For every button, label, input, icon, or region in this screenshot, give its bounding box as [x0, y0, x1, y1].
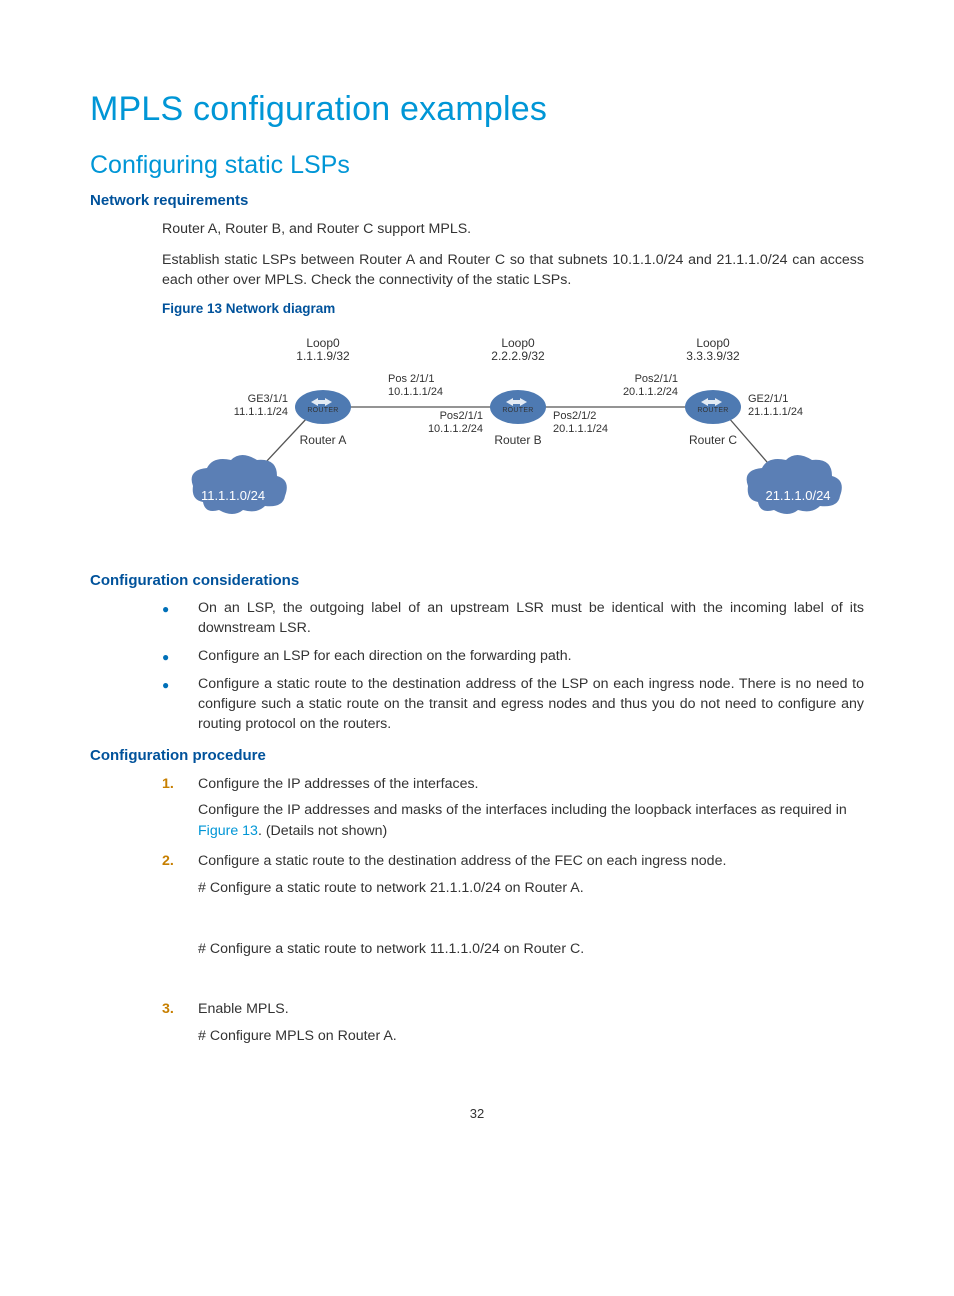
paragraph: Establish static LSPs between Router A a… [162, 250, 864, 291]
list-text: On an LSP, the outgoing label of an upst… [198, 599, 864, 639]
router-name: Router C [689, 433, 737, 447]
step-sub: # Configure MPLS on Router A. [198, 1026, 864, 1047]
step-number: 1. [162, 774, 198, 795]
list-item: 2. Configure a static route to the desti… [162, 851, 864, 872]
requirements-heading: Network requirements [90, 192, 864, 209]
step-number: 3. [162, 999, 198, 1020]
step-sub: # Configure a static route to network 21… [198, 878, 864, 899]
numbered-list: 1. Configure the IP addresses of the int… [162, 774, 864, 1047]
page-number: 32 [90, 1106, 864, 1121]
loop-ip: 2.2.2.9/32 [491, 349, 545, 363]
page: MPLS configuration examples Configuring … [0, 0, 954, 1181]
bullet-icon: ● [162, 647, 198, 667]
figure-link[interactable]: Figure 13 [198, 823, 258, 839]
list-item: 1. Configure the IP addresses of the int… [162, 774, 864, 795]
ge-ip: 11.1.1.1/24 [234, 406, 288, 418]
step-sub: # Configure a static route to network 11… [198, 939, 864, 960]
pos-ip: 10.1.1.1/24 [388, 386, 443, 398]
ge-label: GE2/1/1 [748, 393, 788, 405]
step-sub: Configure the IP addresses and masks of … [198, 800, 864, 841]
svg-text:ROUTER: ROUTER [307, 407, 338, 414]
list-item: ● On an LSP, the outgoing label of an up… [162, 599, 864, 639]
list-item: ● Configure an LSP for each direction on… [162, 647, 864, 667]
text: . (Details not shown) [258, 823, 387, 839]
pos-label: Pos 2/1/1 [388, 373, 434, 385]
cloud-label: 21.1.1.0/24 [765, 488, 830, 503]
router-name: Router A [300, 433, 347, 447]
step-text: Configure a static route to the destinat… [198, 851, 864, 872]
figure-caption: Figure 13 Network diagram [162, 301, 864, 316]
posR-label: Pos2/1/2 [553, 410, 596, 422]
loop-ip: 3.3.3.9/32 [686, 349, 740, 363]
posL-label: Pos2/1/1 [440, 410, 483, 422]
posL-ip: 10.1.1.2/24 [428, 423, 483, 435]
pos-label: Pos2/1/1 [635, 373, 678, 385]
considerations-heading: Configuration considerations [90, 572, 864, 589]
ge-label: GE3/1/1 [248, 393, 288, 405]
paragraph: Router A, Router B, and Router C support… [162, 219, 864, 240]
bullet-icon: ● [162, 675, 198, 735]
text: Configure the IP addresses and masks of … [198, 802, 847, 818]
router-name: Router B [494, 433, 541, 447]
svg-text:ROUTER: ROUTER [502, 407, 533, 414]
list-text: Configure a static route to the destinat… [198, 675, 864, 735]
svg-text:ROUTER: ROUTER [697, 407, 728, 414]
step-text: Enable MPLS. [198, 999, 864, 1020]
page-title: MPLS configuration examples [90, 90, 864, 129]
loop-ip: 1.1.1.9/32 [296, 349, 350, 363]
step-number: 2. [162, 851, 198, 872]
bullet-list: ● On an LSP, the outgoing label of an up… [162, 599, 864, 735]
bullet-icon: ● [162, 599, 198, 639]
procedure-heading: Configuration procedure [90, 747, 864, 764]
list-text: Configure an LSP for each direction on t… [198, 647, 864, 667]
section-heading: Configuring static LSPs [90, 151, 864, 180]
ge-ip: 21.1.1.1/24 [748, 406, 803, 418]
network-diagram: ROUTER Loop0 1.1.1.9/32 Pos 2/1/1 10.1.1… [162, 322, 864, 542]
step-text: Configure the IP addresses of the interf… [198, 774, 864, 795]
posR-ip: 20.1.1.1/24 [553, 423, 608, 435]
loop-label: Loop0 [501, 336, 535, 350]
loop-label: Loop0 [306, 336, 340, 350]
loop-label: Loop0 [696, 336, 730, 350]
cloud-label: 11.1.1.0/24 [201, 488, 265, 503]
list-item: 3. Enable MPLS. [162, 999, 864, 1020]
pos-ip: 20.1.1.2/24 [623, 386, 678, 398]
list-item: ● Configure a static route to the destin… [162, 675, 864, 735]
